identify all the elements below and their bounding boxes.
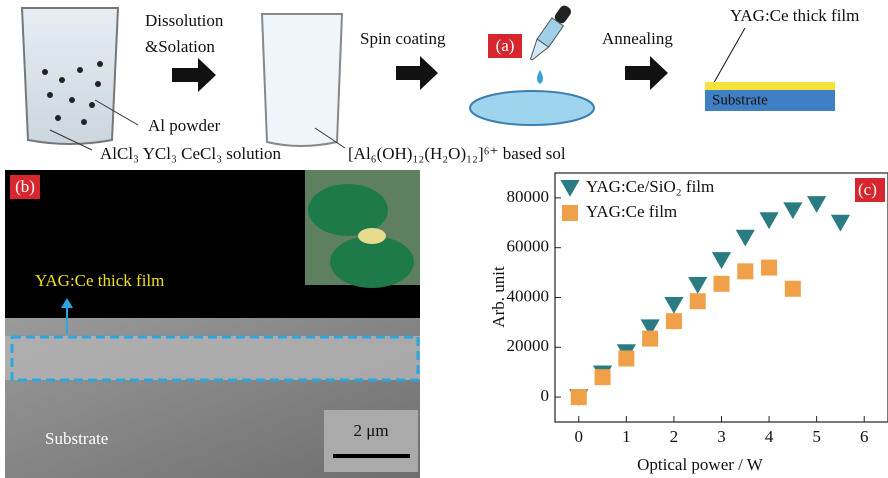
label: Substrate (45, 429, 108, 448)
substrate-disc (470, 91, 594, 125)
drop (537, 70, 543, 84)
x-tick-label: 4 (765, 427, 774, 446)
pointer (712, 28, 745, 86)
point (666, 313, 682, 329)
label: YAG:Ce thick film (35, 271, 164, 290)
point (688, 277, 707, 294)
beaker (262, 14, 342, 146)
label: Al powder (148, 116, 221, 135)
y-tick-label: 40000 (507, 286, 550, 305)
legend-label: YAG:Ce film (586, 202, 677, 221)
point (737, 263, 753, 279)
arrow (172, 58, 216, 92)
inset-glove (308, 184, 388, 236)
label: [Al₆(OH)₁₂(H₂O)₁₂]⁶⁺ based sol (348, 144, 566, 163)
arrow (396, 56, 438, 90)
y-tick-label: 60000 (507, 237, 550, 256)
point (831, 215, 850, 232)
x-tick-label: 2 (670, 427, 679, 446)
point (807, 196, 826, 213)
point (571, 389, 587, 405)
point (664, 297, 683, 314)
x-axis-label: Optical power / W (637, 455, 764, 474)
label: YAG:Ce thick film (730, 6, 859, 25)
point (712, 252, 731, 269)
point (761, 260, 777, 276)
beaker (22, 8, 118, 144)
panel-label: (c) (858, 180, 877, 199)
panel-label: (a) (496, 36, 515, 55)
inset-film (358, 228, 386, 244)
label: &Solation (145, 37, 215, 56)
dropper (526, 3, 574, 63)
point (783, 202, 802, 219)
x-tick-label: 0 (575, 427, 584, 446)
y-tick-label: 0 (541, 386, 550, 405)
label: Spin coating (360, 29, 446, 48)
y-tick-label: 20000 (507, 336, 550, 355)
point (618, 351, 634, 367)
point (642, 331, 658, 347)
point (560, 180, 579, 197)
panel-label: (b) (15, 177, 35, 196)
x-tick-label: 5 (812, 427, 821, 446)
label: Substrate (712, 92, 768, 108)
panel-a: Al powder Dissolution &Solation AlCl₃ YC… (22, 3, 859, 163)
x-tick-label: 1 (622, 427, 631, 446)
film-layer (705, 82, 835, 90)
panel-c: Arb. unit Optical power / W 0 20000 40000 6… (489, 173, 888, 474)
panel-b: (b) YAG:Ce thick film Substrate 2 μm (5, 170, 420, 478)
point (595, 369, 611, 385)
x-tick-label: 6 (860, 427, 869, 446)
arrow (625, 56, 668, 90)
figure: Al powder Dissolution &Solation AlCl₃ YC… (0, 0, 888, 478)
scale-box (324, 410, 418, 472)
point (759, 212, 778, 229)
label: Dissolution (145, 11, 224, 30)
point (736, 230, 755, 247)
label: Annealing (602, 29, 673, 48)
y-axis-label: Arb. unit (489, 266, 508, 328)
sem-film (5, 336, 420, 380)
point (785, 281, 801, 297)
scale-label: 2 μm (353, 421, 388, 440)
label: AlCl₃ YCl₃ CeCl₃ solution (100, 144, 282, 163)
point (690, 293, 706, 309)
x-tick-label: 3 (717, 427, 726, 446)
point (714, 276, 730, 292)
y-tick-label: 80000 (507, 187, 550, 206)
legend-label: YAG:Ce/SiO₂ film (586, 177, 714, 196)
point (562, 205, 578, 221)
